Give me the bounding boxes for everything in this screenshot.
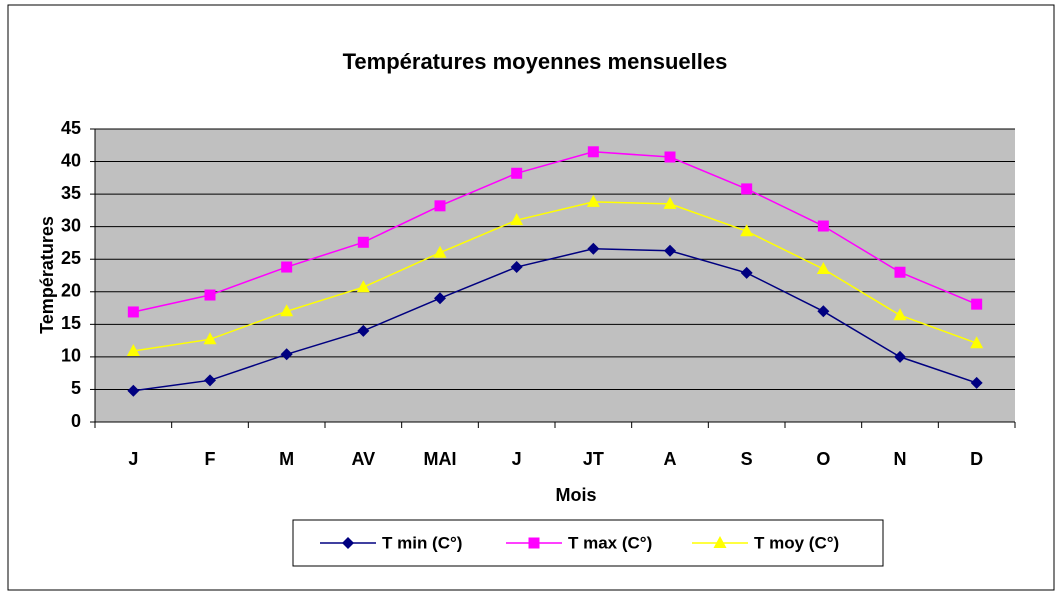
x-tick-label: F [205, 449, 216, 469]
x-tick-label: O [816, 449, 830, 469]
y-tick-label: 25 [61, 248, 81, 268]
marker [127, 384, 140, 397]
y-tick-label: 30 [61, 215, 81, 235]
legend-marker [713, 536, 727, 548]
marker [510, 213, 524, 226]
legend-box [292, 519, 884, 567]
plot-area [95, 129, 1015, 422]
marker [740, 266, 753, 279]
marker [741, 183, 753, 195]
x-tick-label: AV [351, 449, 375, 469]
y-axis-label: Températures [37, 216, 57, 334]
x-tick-label: J [512, 449, 522, 469]
y-tick-label: 5 [71, 378, 81, 398]
marker [281, 261, 293, 273]
marker [203, 332, 217, 345]
legend-label: T min (C°) [382, 533, 462, 552]
y-tick-label: 20 [61, 281, 81, 301]
chart-title: Températures moyennes mensuelles [343, 49, 728, 74]
series-line [133, 201, 977, 352]
marker [971, 298, 983, 310]
x-tick-label: A [664, 449, 677, 469]
marker [434, 200, 446, 212]
marker [204, 289, 216, 301]
x-tick-label: JT [583, 449, 604, 469]
marker [126, 344, 140, 357]
marker [894, 266, 906, 278]
y-tick-label: 40 [61, 150, 81, 170]
marker [816, 261, 830, 274]
x-tick-label: J [128, 449, 138, 469]
series-line [133, 151, 977, 313]
y-tick-label: 0 [71, 411, 81, 431]
marker [127, 306, 139, 318]
legend-label: T moy (C°) [754, 533, 839, 552]
marker [357, 324, 370, 337]
legend-marker [342, 537, 354, 549]
marker [894, 350, 906, 363]
x-tick-label: S [741, 449, 753, 469]
x-tick-label: D [970, 449, 983, 469]
x-tick-label: MAI [424, 449, 457, 469]
x-tick-label: M [279, 449, 294, 469]
y-tick-label: 15 [61, 313, 81, 333]
marker [357, 236, 369, 248]
marker [356, 280, 370, 293]
marker [817, 305, 830, 318]
marker [586, 194, 600, 207]
y-tick-label: 35 [61, 183, 81, 203]
marker [511, 167, 523, 179]
series-line [133, 248, 977, 392]
x-tick-label: N [894, 449, 907, 469]
legend-label: T max (C°) [568, 533, 652, 552]
marker [893, 308, 907, 321]
marker [510, 261, 523, 274]
x-axis-label: Mois [555, 485, 596, 505]
marker [587, 146, 599, 158]
marker [664, 244, 676, 257]
marker [740, 224, 754, 237]
y-tick-label: 45 [61, 118, 81, 138]
marker [434, 292, 446, 305]
marker [204, 374, 216, 387]
marker [280, 304, 294, 317]
marker [970, 376, 983, 389]
marker [663, 196, 677, 209]
y-tick-label: 10 [61, 346, 81, 366]
legend-marker [528, 537, 540, 549]
marker [664, 151, 676, 163]
marker [587, 242, 600, 255]
marker [280, 348, 293, 361]
marker [433, 245, 447, 258]
marker [817, 220, 829, 232]
marker [970, 336, 984, 349]
